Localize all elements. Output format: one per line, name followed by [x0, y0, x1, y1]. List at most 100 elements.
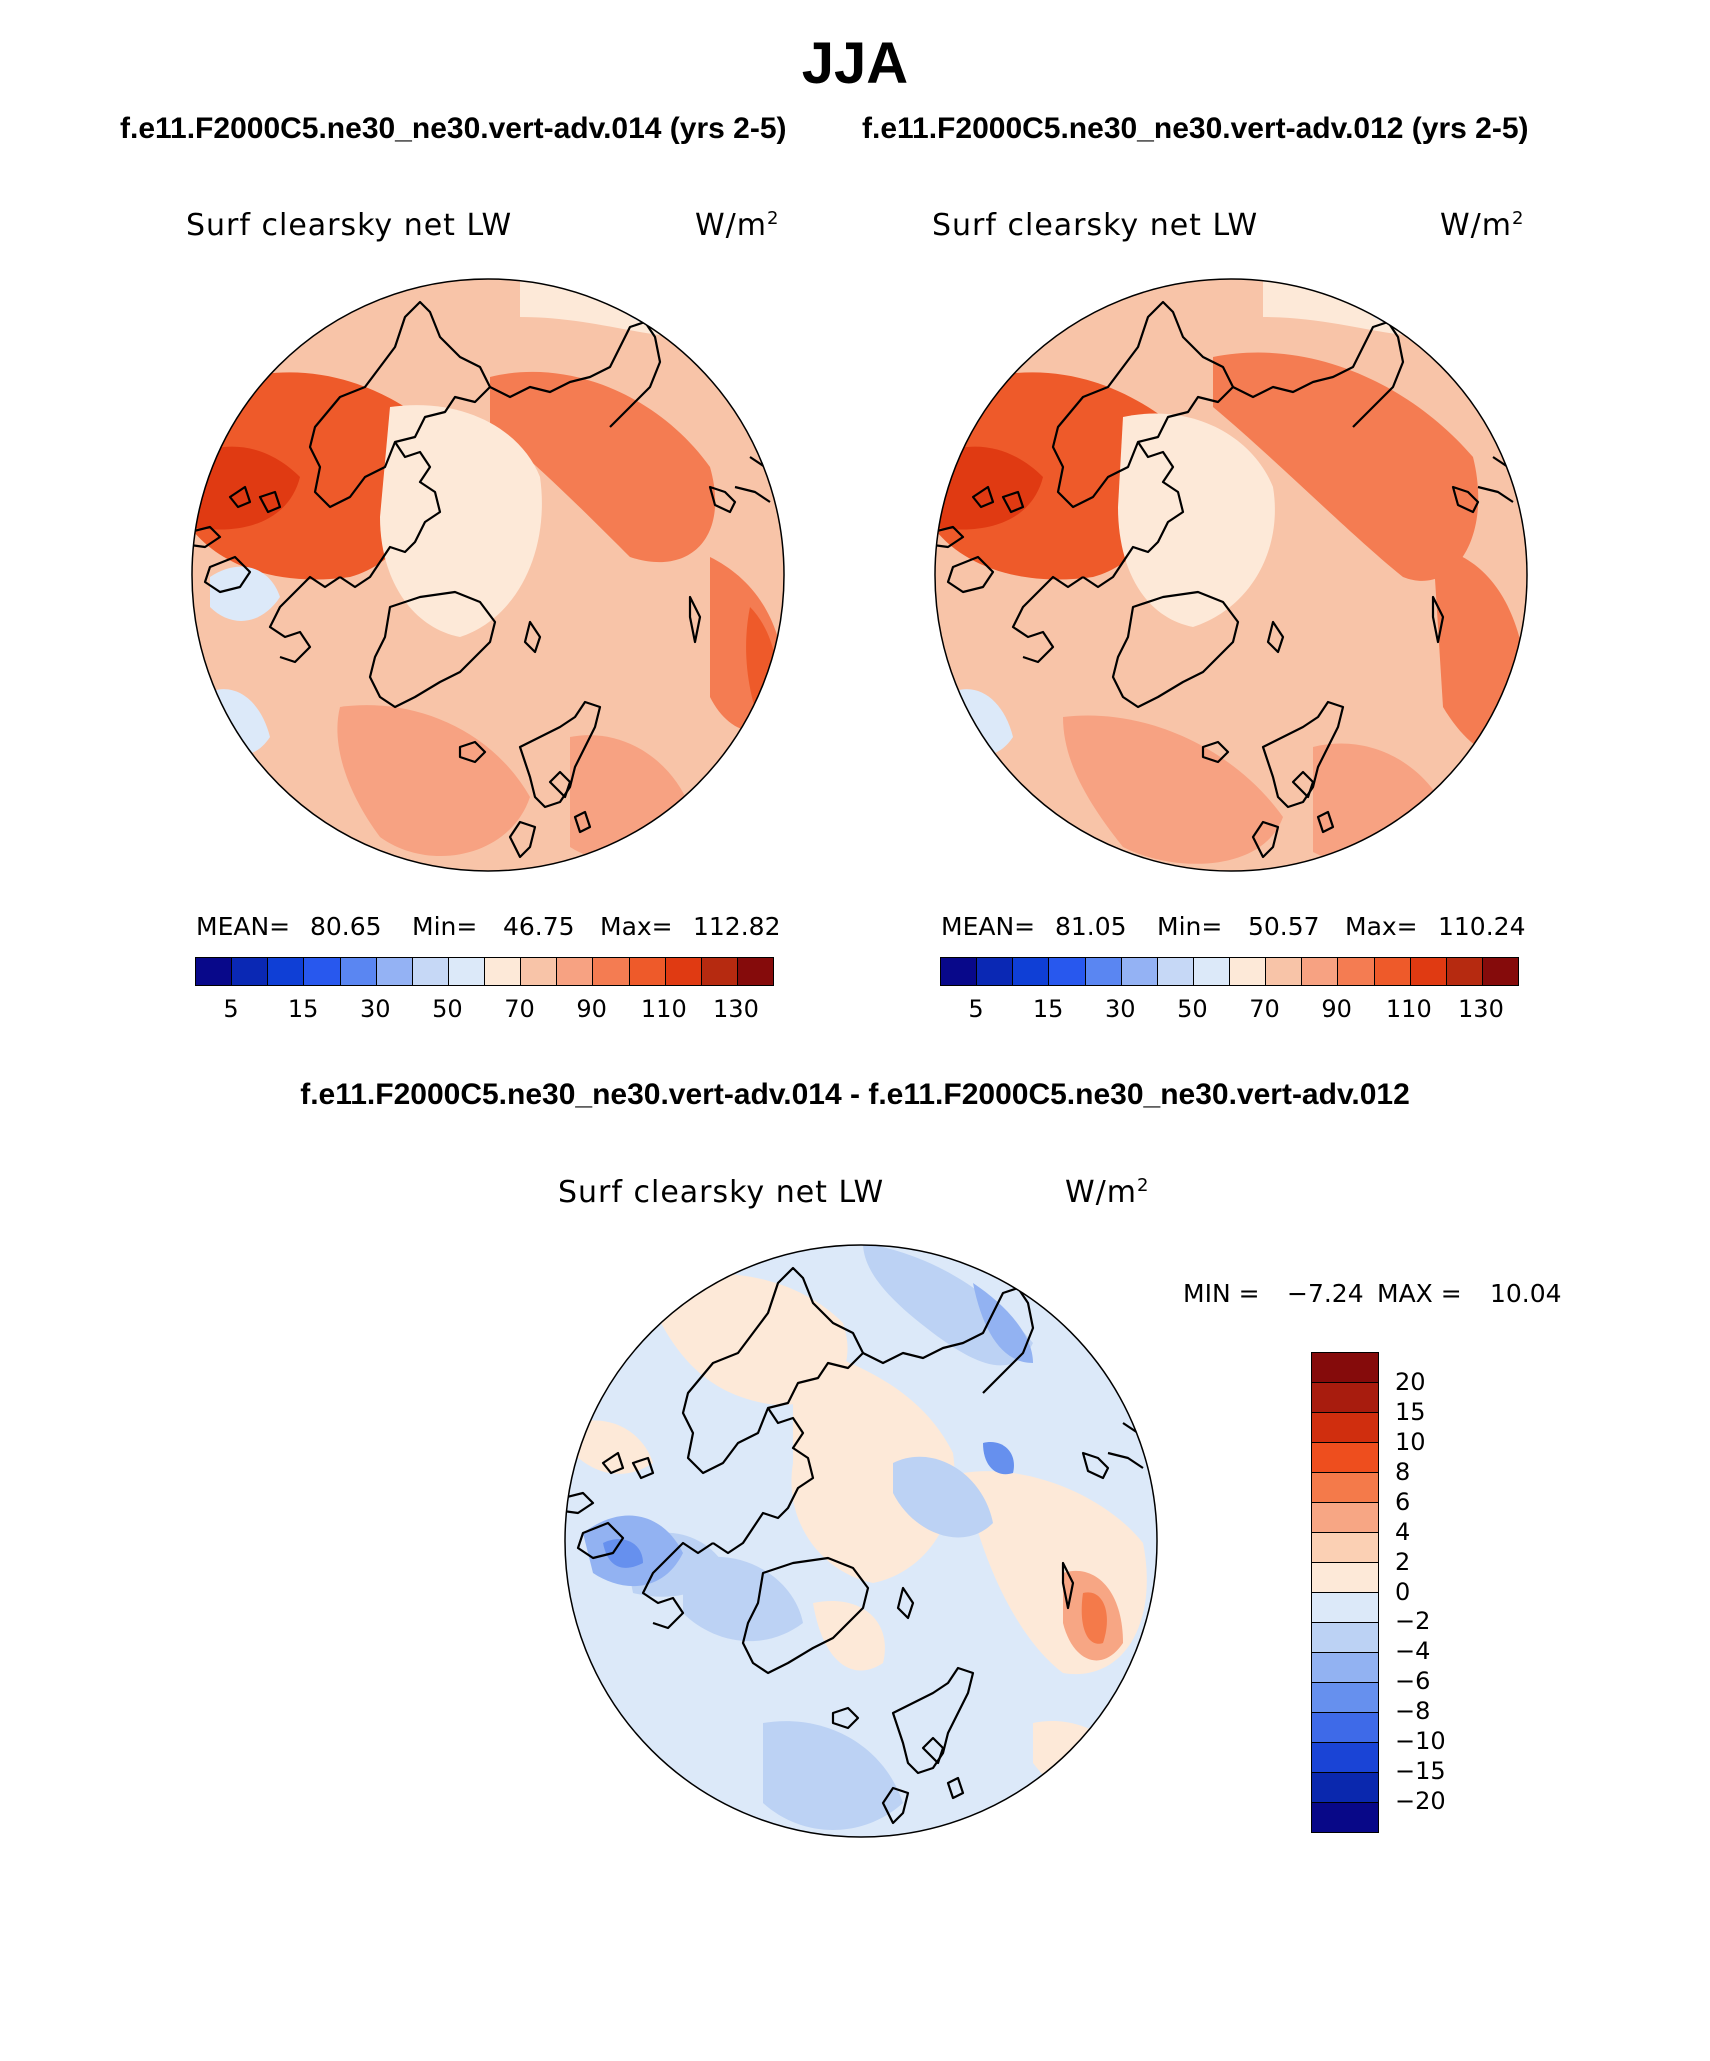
colorbar-swatch [1446, 958, 1483, 985]
colorbar-tick-label: −6 [1395, 1667, 1431, 1696]
colorbar-swatch [1085, 958, 1122, 985]
colorbar-swatch [665, 958, 702, 985]
right-colorbar [940, 957, 1519, 986]
colorbar-swatch [268, 958, 305, 985]
right-max-value: 110.24 [1438, 912, 1526, 941]
colorbar-swatch [1121, 958, 1158, 985]
diff-polar-map [564, 1244, 1158, 1838]
right-min-value: 50.57 [1248, 912, 1320, 941]
colorbar-swatch [1312, 1563, 1378, 1593]
colorbar-swatch [1266, 958, 1303, 985]
right-polar-map [934, 278, 1528, 872]
colorbar-swatch [977, 958, 1014, 985]
left-mean-label: MEAN= [196, 912, 291, 941]
colorbar-swatch [557, 958, 594, 985]
left-colorbar [195, 957, 774, 986]
colorbar-swatch [1013, 958, 1050, 985]
colorbar-tick-label: 90 [1321, 995, 1352, 1023]
colorbar-tick-label: −15 [1395, 1757, 1446, 1786]
colorbar-tick-label: 6 [1395, 1487, 1411, 1516]
left-max-value: 112.82 [693, 912, 781, 941]
left-max-label: Max= [600, 912, 673, 941]
colorbar-tick-label: 50 [432, 995, 463, 1023]
colorbar-swatch [448, 958, 485, 985]
colorbar-swatch [1193, 958, 1230, 985]
colorbar-tick-label: −20 [1395, 1787, 1446, 1816]
colorbar-swatch [1312, 1533, 1378, 1563]
colorbar-tick-label: 8 [1395, 1457, 1411, 1486]
colorbar-tick-label: 70 [504, 995, 535, 1023]
colorbar-swatch [1410, 958, 1447, 985]
colorbar-tick-label: 15 [287, 995, 319, 1023]
colorbar-swatch [304, 958, 341, 985]
colorbar-swatch [1302, 958, 1339, 985]
colorbar-swatch [593, 958, 630, 985]
colorbar-swatch [1482, 958, 1518, 985]
right-mean-value: 81.05 [1055, 912, 1127, 941]
colorbar-swatch [1312, 1353, 1378, 1383]
colorbar-tick-label: −4 [1395, 1637, 1431, 1666]
colorbar-swatch [1312, 1623, 1378, 1653]
left-mean-value: 80.65 [310, 912, 382, 941]
colorbar-swatch [1338, 958, 1375, 985]
right-max-label: Max= [1345, 912, 1418, 941]
left-min-label: Min= [412, 912, 478, 941]
colorbar-tick-label: 130 [1458, 995, 1504, 1023]
colorbar-tick-label: 15 [1395, 1397, 1426, 1426]
colorbar-swatch [1230, 958, 1267, 985]
left-colorbar-ticks: 5 15 30 50 70 90 110 130 [195, 995, 772, 1025]
colorbar-swatch [521, 958, 558, 985]
diff-max-label: MAX = [1377, 1279, 1462, 1308]
colorbar-tick-label: 90 [576, 995, 607, 1023]
colorbar-tick-label: 2 [1395, 1547, 1411, 1576]
colorbar-swatch [1312, 1383, 1378, 1413]
diff-colorbar [1311, 1352, 1379, 1833]
diff-case-title: f.e11.F2000C5.ne30_ne30.vert-adv.014 - f… [300, 1078, 1410, 1111]
colorbar-swatch [340, 958, 377, 985]
colorbar-swatch [1312, 1593, 1378, 1623]
colorbar-swatch [1312, 1413, 1378, 1443]
left-case-title: f.e11.F2000C5.ne30_ne30.vert-adv.014 (yr… [120, 112, 787, 145]
diff-variable-label: Surf clearsky net LW [558, 1175, 885, 1210]
colorbar-tick-label: 4 [1395, 1517, 1411, 1546]
colorbar-swatch [1312, 1803, 1378, 1832]
colorbar-tick-label: 30 [1105, 995, 1136, 1023]
page-title: JJA [801, 31, 909, 96]
right-colorbar-ticks: 5 15 30 50 70 90 110 130 [940, 995, 1517, 1025]
right-min-label: Min= [1157, 912, 1223, 941]
colorbar-tick-label: 10 [1395, 1427, 1426, 1456]
colorbar-swatch [701, 958, 738, 985]
right-units-label: W/m2 [1440, 208, 1525, 243]
left-variable-label: Surf clearsky net LW [186, 208, 513, 243]
colorbar-swatch [737, 958, 773, 985]
colorbar-tick-label: 130 [713, 995, 759, 1023]
left-units-label: W/m2 [695, 208, 780, 243]
colorbar-swatch [1312, 1653, 1378, 1683]
diff-max-value: 10.04 [1490, 1279, 1562, 1308]
right-variable-label: Surf clearsky net LW [932, 208, 1259, 243]
diff-colorbar-ticks: 20 15 10 8 6 4 2 0 −2 −4 −6 −8 −10 −15 −20 [1395, 1352, 1475, 1831]
colorbar-swatch [1312, 1743, 1378, 1773]
diff-min-label: MIN = [1183, 1279, 1260, 1308]
colorbar-swatch [1312, 1473, 1378, 1503]
diff-min-value: −7.24 [1287, 1279, 1364, 1308]
colorbar-swatch [376, 958, 413, 985]
colorbar-tick-label: 5 [223, 995, 239, 1023]
colorbar-tick-label: −10 [1395, 1727, 1446, 1756]
colorbar-swatch [1312, 1503, 1378, 1533]
right-case-title: f.e11.F2000C5.ne30_ne30.vert-adv.012 (yr… [862, 112, 1529, 145]
colorbar-tick-label: 50 [1177, 995, 1208, 1023]
colorbar-tick-label: 110 [640, 995, 687, 1023]
colorbar-swatch [485, 958, 522, 985]
colorbar-tick-label: 0 [1395, 1577, 1411, 1606]
colorbar-swatch [1049, 958, 1086, 985]
colorbar-tick-label: 15 [1032, 995, 1064, 1023]
colorbar-tick-label: 5 [968, 995, 984, 1023]
colorbar-swatch [232, 958, 269, 985]
colorbar-tick-label: 30 [360, 995, 391, 1023]
colorbar-tick-label: 70 [1249, 995, 1280, 1023]
diff-units-label: W/m2 [1065, 1175, 1150, 1210]
colorbar-swatch [1312, 1443, 1378, 1473]
colorbar-tick-label: 110 [1385, 995, 1432, 1023]
colorbar-swatch [1312, 1713, 1378, 1743]
